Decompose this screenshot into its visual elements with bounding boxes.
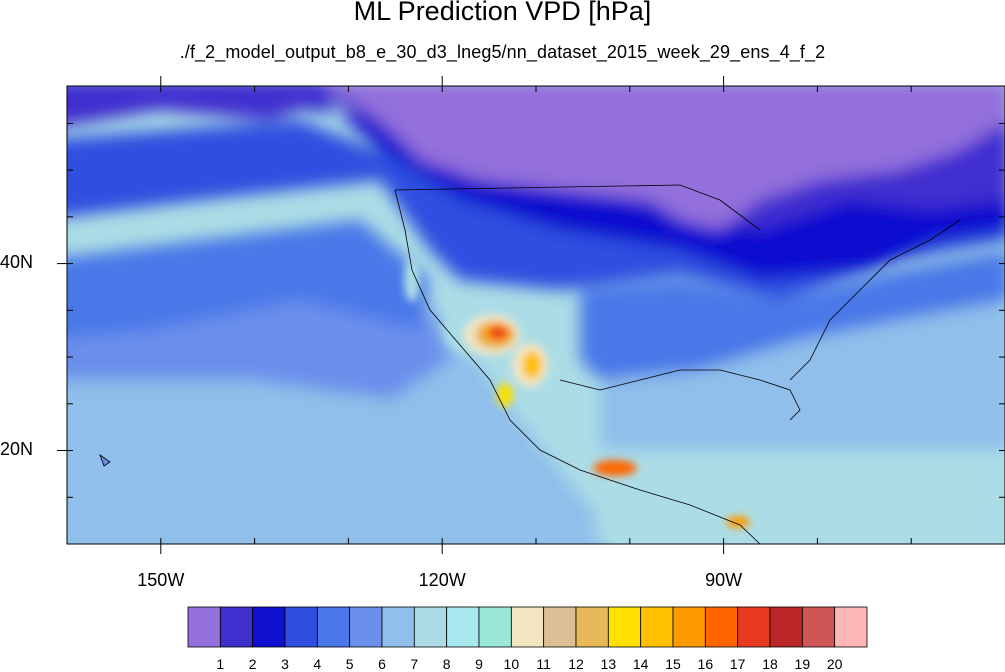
colorbar-label: 2: [249, 656, 257, 672]
colorbar-label: 19: [795, 656, 811, 672]
colorbar-label: 8: [443, 656, 451, 672]
colorbar-label: 6: [378, 656, 386, 672]
colorbar-box: [834, 606, 868, 648]
colorbar-box: [381, 606, 415, 648]
colorbar-box: [575, 606, 609, 648]
band-6-east: [600, 300, 1005, 450]
colorbar-box: [607, 606, 642, 648]
colorbar-label: 11: [536, 656, 551, 672]
colorbar-box: [219, 606, 254, 648]
colorbar-boxes: [187, 606, 868, 648]
colorbar-box: [704, 606, 739, 648]
colorbar-label: 3: [281, 656, 289, 672]
x-tick-label: 150W: [137, 570, 185, 590]
band-6b: [67, 380, 604, 544]
colorbar-label: 1: [216, 656, 224, 672]
colorbar-box: [640, 606, 674, 648]
y-tick-label: 40N: [0, 251, 34, 272]
colorbar-label: 7: [410, 656, 418, 672]
colorbar-box: [446, 606, 480, 648]
colorbar-box: [769, 606, 803, 648]
chart-subtitle: ./f_2_model_output_b8_e_30_d3_lneg5/nn_d…: [179, 42, 826, 62]
colorbar-label: 9: [475, 656, 483, 672]
x-tick-label: 120W: [418, 570, 466, 590]
colorbar-label: 16: [698, 656, 714, 672]
hot-sonora-core: [522, 351, 542, 379]
colorbar-label: 17: [730, 656, 746, 672]
colorbar-box: [672, 606, 706, 648]
chart-title: ML Prediction VPD [hPa]: [353, 0, 652, 26]
colorbar-label: 12: [568, 656, 584, 672]
y-tick-label: 20N: [0, 438, 34, 459]
colorbar-label: 14: [633, 656, 649, 672]
colorbar-box: [510, 606, 545, 648]
band-0: [329, 86, 1005, 230]
colorbar-label: 5: [346, 656, 354, 672]
colorbar-label: 10: [504, 656, 520, 672]
colorbar-label: 18: [762, 656, 778, 672]
colorbar-box: [284, 606, 318, 648]
hot-coast: [404, 258, 420, 302]
vpd-field: [67, 86, 1005, 544]
hot-mexico: [593, 460, 637, 476]
band-4: [67, 220, 430, 338]
colorbar-labels: 1 2 3 4 5 6 7 8 9 10 11 12 13 14 15 16 17 18 19 20: [216, 656, 842, 672]
colorbar-box: [478, 606, 512, 648]
colorbar-label: 15: [665, 656, 681, 672]
hot-baja-south: [497, 383, 513, 407]
colorbar-box: [737, 606, 771, 648]
axis-ticks: [57, 76, 1005, 554]
hot-guatemala: [726, 516, 750, 528]
colorbar-box: [187, 606, 221, 648]
colorbar-label: 13: [601, 656, 617, 672]
x-tick-label: 90W: [705, 570, 743, 590]
colorbar-box: [349, 606, 383, 648]
map-plot: [57, 76, 1005, 554]
colorbar-box: [252, 606, 286, 648]
colorbar-box: [801, 606, 836, 648]
coastlines: [99, 184, 961, 544]
colorbar-label: 20: [827, 656, 843, 672]
colorbar-box: [543, 606, 577, 648]
colorbar-label: 4: [313, 656, 321, 672]
colorbar-box: [316, 606, 351, 648]
hot-sw-17: [489, 327, 507, 339]
colorbar-box: [413, 606, 448, 648]
